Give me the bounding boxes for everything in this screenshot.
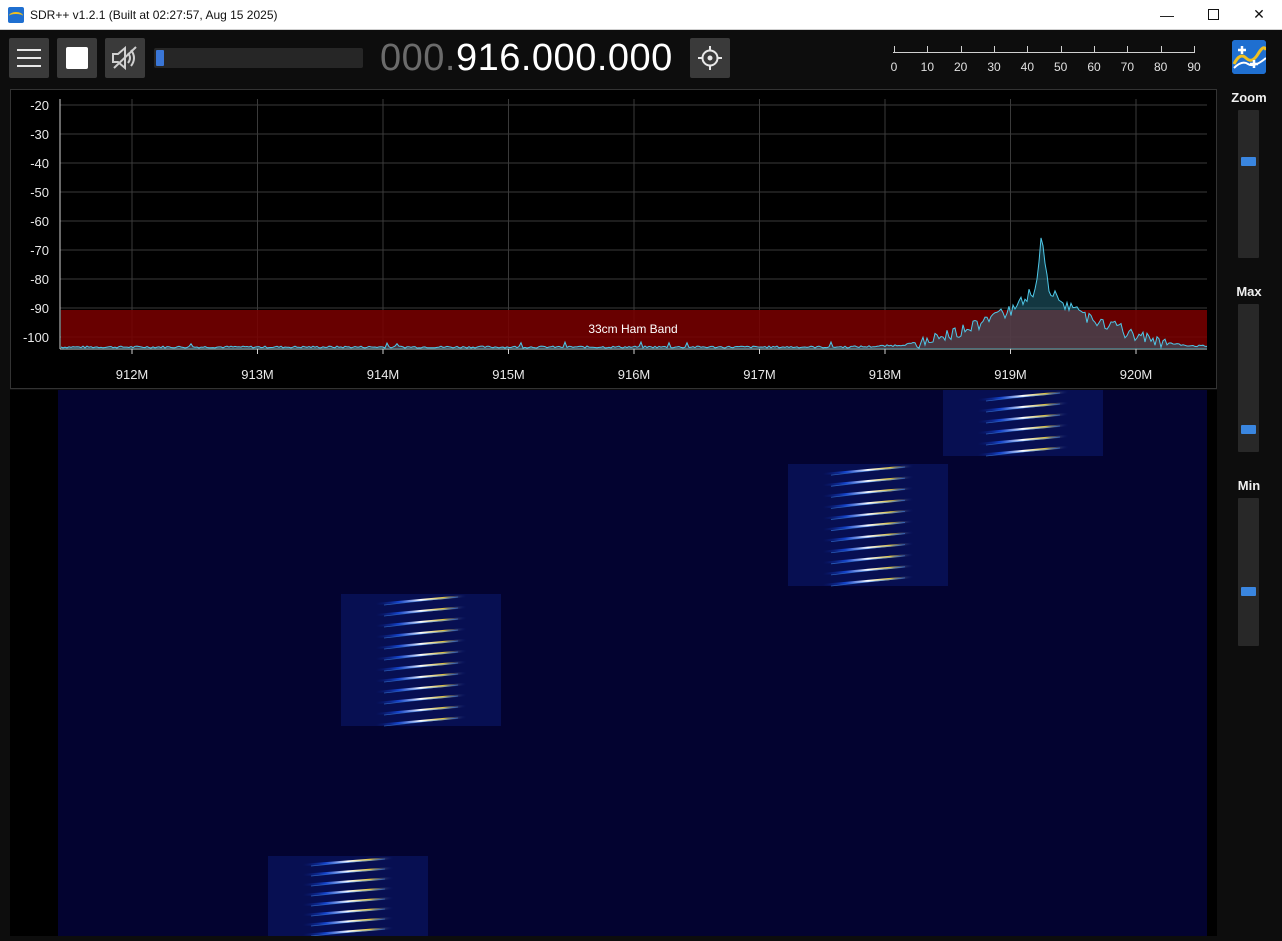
crosshair-icon: [698, 46, 722, 70]
freq-axis-label: 916M: [618, 367, 651, 382]
menu-button[interactable]: [9, 38, 49, 78]
window-title: SDR++ v1.2.1 (Built at 02:27:57, Aug 15 …: [30, 8, 278, 22]
snr-tick-label: 70: [1120, 60, 1135, 74]
band-plan-region[interactable]: [61, 310, 1207, 348]
close-icon: ✕: [1253, 6, 1265, 22]
waterfall-burst: [788, 464, 948, 587]
center-tuning-button[interactable]: [690, 38, 730, 78]
title-bar: SDR++ v1.2.1 (Built at 02:27:57, Aug 15 …: [0, 0, 1282, 30]
snr-tick-label: 10: [920, 60, 935, 74]
min-label: Min: [1237, 478, 1261, 493]
snr-tick: [960, 46, 962, 52]
db-axis-label: -80: [30, 272, 49, 287]
speaker-muted-icon: [112, 45, 137, 71]
close-button[interactable]: ✕: [1236, 0, 1282, 29]
sdrpp-logo-button[interactable]: [1232, 40, 1266, 74]
freq-axis-label: 915M: [492, 367, 525, 382]
band-plan-label: 33cm Ham Band: [588, 322, 678, 336]
snr-tick-label: 50: [1053, 60, 1068, 74]
minimize-icon: —: [1160, 6, 1174, 23]
snr-meter: 0 10 20 30 40 50 60 70 80 90: [890, 40, 1201, 80]
freq-axis-label: 912M: [116, 367, 149, 382]
mute-button[interactable]: [105, 38, 145, 78]
db-axis-label: -30: [30, 127, 49, 142]
snr-tick: [1060, 46, 1062, 52]
freq-axis-label: 918M: [869, 367, 902, 382]
snr-tick-label: 20: [953, 60, 968, 74]
volume-slider[interactable]: [154, 48, 363, 68]
max-slider-handle[interactable]: [1241, 425, 1256, 434]
snr-tick: [1127, 46, 1129, 52]
snr-tick: [1027, 46, 1029, 52]
sdrpp-logo-icon: [1232, 40, 1266, 74]
snr-meter-line: [893, 52, 1195, 53]
snr-tick-label: 80: [1153, 60, 1168, 74]
maximize-button[interactable]: [1190, 0, 1236, 29]
snr-tick: [927, 46, 929, 52]
zoom-slider-handle[interactable]: [1241, 157, 1256, 166]
db-axis-label: -20: [30, 98, 49, 113]
snr-tick: [994, 46, 995, 52]
frequency-digits[interactable]: 916.000.000: [455, 37, 673, 79]
db-axis-label: -50: [30, 185, 49, 200]
snr-tick: [1094, 46, 1095, 52]
toolbar: 000.916.000.000 0 10 20 30 40 50 60 70 80 90: [0, 30, 1282, 88]
snr-tick: [1160, 46, 1162, 52]
waterfall-burst: [268, 856, 428, 937]
snr-tick-label: 60: [1087, 60, 1101, 74]
stop-icon: [66, 47, 88, 69]
snr-tick: [1194, 46, 1195, 52]
play-stop-button[interactable]: [57, 38, 97, 78]
frequency-leading-digits[interactable]: 000.: [380, 37, 456, 79]
max-label: Max: [1236, 284, 1262, 299]
maximize-icon: [1207, 9, 1219, 20]
snr-tick-label: 30: [987, 60, 1001, 74]
frequency-display[interactable]: 000.916.000.000: [380, 35, 673, 81]
db-axis-label: -60: [30, 214, 49, 229]
db-axis-label: -40: [30, 156, 49, 171]
app-icon: [8, 7, 24, 23]
freq-axis-label: 917M: [743, 367, 776, 382]
freq-axis-label: 913M: [241, 367, 274, 382]
min-slider-handle[interactable]: [1241, 587, 1256, 596]
zoom-slider[interactable]: [1238, 110, 1259, 258]
snr-tick: [894, 46, 895, 52]
fft-trace-fill: [61, 237, 1207, 349]
freq-axis-label: 914M: [367, 367, 400, 382]
snr-tick-label: 40: [1020, 60, 1035, 74]
fft-spectrum-plot[interactable]: -20 -30 -40 -50 -60 -70 -80 -90 -100 912M 913M 914M…: [10, 89, 1217, 389]
waterfall-edge-signal: [1186, 727, 1207, 846]
snr-tick-label: 90: [1187, 60, 1201, 74]
db-axis-label: -90: [30, 301, 49, 316]
freq-axis-label: 919M: [994, 367, 1027, 382]
min-slider[interactable]: [1238, 498, 1259, 646]
freq-axis-label: 920M: [1120, 367, 1153, 382]
volume-slider-fill: [156, 50, 165, 66]
waterfall-burst: [341, 594, 501, 727]
waterfall-area[interactable]: [58, 390, 1207, 937]
max-slider[interactable]: [1238, 304, 1259, 452]
zoom-label: Zoom: [1231, 90, 1267, 105]
waterfall-burst: [943, 390, 1103, 457]
db-axis-label: -70: [30, 243, 49, 258]
minimize-button[interactable]: —: [1144, 0, 1190, 29]
db-axis-label: -100: [23, 330, 49, 345]
fft-trace: [60, 237, 1208, 350]
waterfall-display[interactable]: [10, 390, 1217, 937]
snr-tick-label: 0: [890, 60, 898, 74]
